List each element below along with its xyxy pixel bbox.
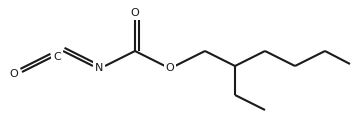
Text: N: N — [95, 63, 103, 73]
Text: O: O — [166, 63, 174, 73]
Text: O: O — [131, 8, 139, 18]
Text: O: O — [10, 69, 18, 79]
Text: C: C — [53, 52, 61, 62]
